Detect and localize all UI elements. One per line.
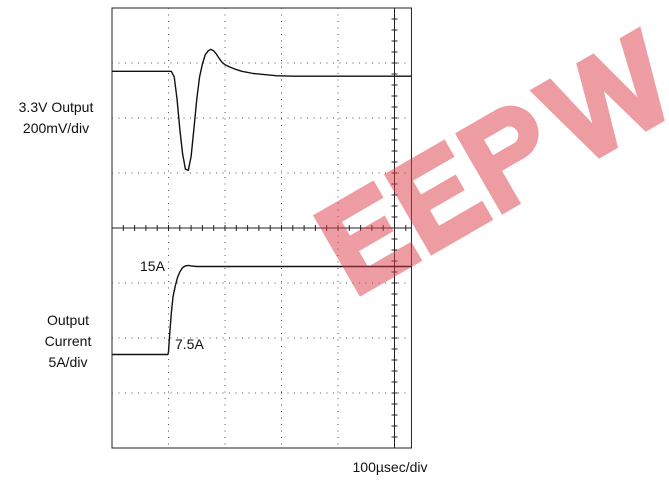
bottom-channel-label-1: Output [47,312,89,328]
scope-grid [111,7,412,449]
scope-traces [112,48,412,356]
bottom-channel-label-3: 5A/div [49,354,88,370]
annotation-15a: 15A [140,258,166,274]
top-channel-label-2: 200mV/div [23,120,89,136]
x-axis-label: 100µsec/div [353,459,428,475]
voltage-trace [112,48,412,171]
annotation-7-5a: 7.5A [175,336,204,352]
top-channel-label-1: 3.3V Output [19,99,94,115]
current-trace [112,264,412,356]
watermark-logo [312,26,665,297]
bottom-channel-label-2: Current [45,333,92,349]
